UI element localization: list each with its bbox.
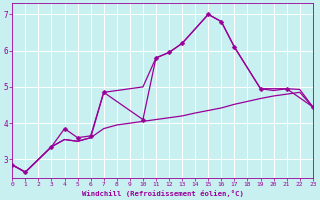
X-axis label: Windchill (Refroidissement éolien,°C): Windchill (Refroidissement éolien,°C) bbox=[82, 190, 244, 197]
